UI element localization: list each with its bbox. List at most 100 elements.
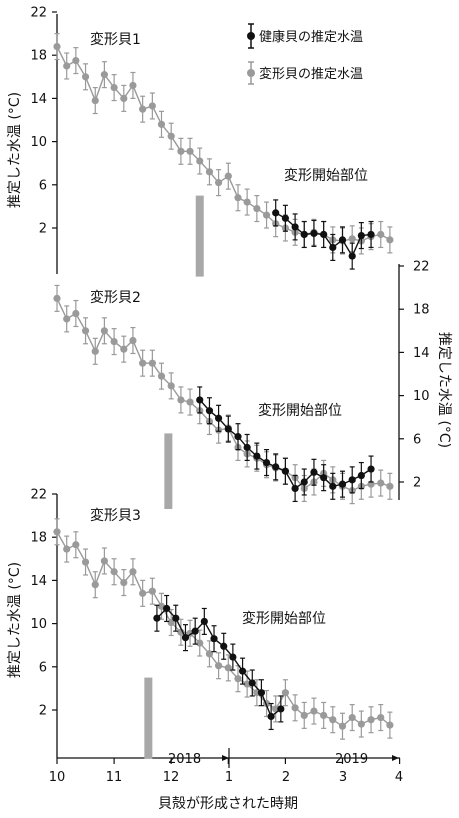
- data-point: [139, 105, 147, 113]
- data-point: [262, 211, 271, 219]
- data-point: [272, 209, 280, 217]
- year-label-2019: 2019: [335, 752, 368, 767]
- legend: 健康貝の推定水温 変形貝の推定水温: [247, 23, 363, 85]
- series-healthy: [153, 594, 285, 731]
- data-point: [53, 294, 61, 302]
- data-point: [300, 478, 308, 486]
- data-point: [81, 327, 90, 335]
- data-point: [291, 704, 299, 712]
- x-tick-11: 11: [106, 770, 123, 785]
- data-point: [348, 713, 356, 722]
- data-point: [153, 614, 161, 622]
- data-point: [377, 230, 385, 239]
- data-point: [177, 147, 185, 155]
- y-axis-title-right: 推定した水温 (°C): [436, 332, 452, 448]
- series-healthy: [196, 386, 375, 503]
- x-tick-12: 12: [163, 770, 180, 785]
- data-point: [72, 541, 80, 549]
- data-point: [281, 467, 289, 475]
- onset-markers: [144, 195, 204, 759]
- data-point: [277, 705, 285, 713]
- data-point: [167, 132, 175, 140]
- onset-band: [144, 677, 153, 759]
- data-point: [243, 443, 251, 452]
- data-point: [377, 479, 385, 487]
- y-tick-label: 22: [413, 260, 430, 275]
- y-tick-label: 14: [413, 346, 430, 361]
- data-point: [177, 396, 185, 404]
- onset-annotation-3: 変形開始部位: [242, 610, 326, 627]
- data-point: [91, 347, 99, 355]
- data-point: [196, 639, 204, 647]
- data-point: [205, 407, 214, 415]
- data-point: [234, 433, 242, 441]
- y-tick-label: 22: [30, 6, 47, 21]
- data-point: [320, 230, 328, 239]
- data-point: [139, 589, 147, 597]
- y-tick-label: 6: [39, 178, 47, 193]
- data-point: [348, 476, 356, 484]
- data-point: [72, 309, 80, 318]
- data-point: [357, 720, 365, 728]
- data-point: [196, 157, 204, 165]
- data-point: [81, 558, 90, 566]
- y-tick-label: 6: [413, 432, 421, 447]
- data-point: [214, 414, 223, 422]
- data-point: [224, 664, 232, 672]
- data-point: [377, 713, 385, 722]
- data-point: [200, 617, 208, 626]
- data-point: [338, 236, 347, 244]
- x-tick-2: 2: [282, 770, 290, 785]
- data-point: [167, 382, 175, 390]
- data-point: [262, 458, 271, 467]
- data-point: [63, 315, 71, 323]
- y-tick-label: 18: [30, 531, 47, 546]
- data-point: [238, 667, 247, 675]
- y-axis-title-left-bottom: 推定した水温 (°C): [7, 562, 23, 678]
- data-point: [320, 474, 328, 482]
- data-point: [72, 57, 80, 65]
- data-point: [157, 120, 166, 128]
- data-point: [120, 578, 128, 587]
- data-point: [224, 425, 232, 433]
- data-point: [148, 587, 156, 595]
- data-point: [129, 336, 137, 345]
- data-point: [63, 545, 71, 553]
- axes-frame: [56, 14, 400, 759]
- data-point: [291, 484, 299, 493]
- y-tick-label: 10: [413, 389, 430, 404]
- data-point: [100, 327, 108, 335]
- x-tick-3: 3: [339, 770, 347, 785]
- legend-label-healthy: 健康貝の推定水温: [259, 29, 363, 45]
- year-marker-2018: 2018: [168, 748, 230, 768]
- data-point: [281, 214, 289, 222]
- data-point: [110, 568, 118, 576]
- data-point: [229, 653, 237, 661]
- series-healthy: [272, 199, 375, 270]
- data-point: [120, 345, 128, 353]
- series-layer: [53, 32, 394, 740]
- legend-label-deformed: 変形貝の推定水温: [259, 66, 363, 82]
- data-point: [110, 338, 118, 346]
- data-point: [196, 396, 204, 404]
- data-point: [300, 711, 308, 720]
- y-axis-title-left-top: 推定した水温 (°C): [7, 92, 23, 208]
- data-point: [310, 707, 318, 715]
- data-point: [329, 716, 337, 724]
- data-point: [53, 528, 61, 536]
- data-point: [100, 557, 108, 565]
- y-tick-label: 2: [413, 476, 421, 491]
- data-point: [220, 642, 228, 650]
- y-tick-label: 18: [30, 49, 47, 64]
- data-point: [386, 721, 394, 729]
- data-point: [367, 230, 375, 239]
- data-point: [100, 71, 108, 79]
- data-point: [234, 675, 242, 683]
- data-point: [214, 179, 223, 187]
- legend-marker-deformed: [247, 61, 255, 85]
- data-point: [243, 198, 251, 206]
- data-point: [81, 73, 90, 81]
- y-tick-label: 10: [30, 135, 47, 150]
